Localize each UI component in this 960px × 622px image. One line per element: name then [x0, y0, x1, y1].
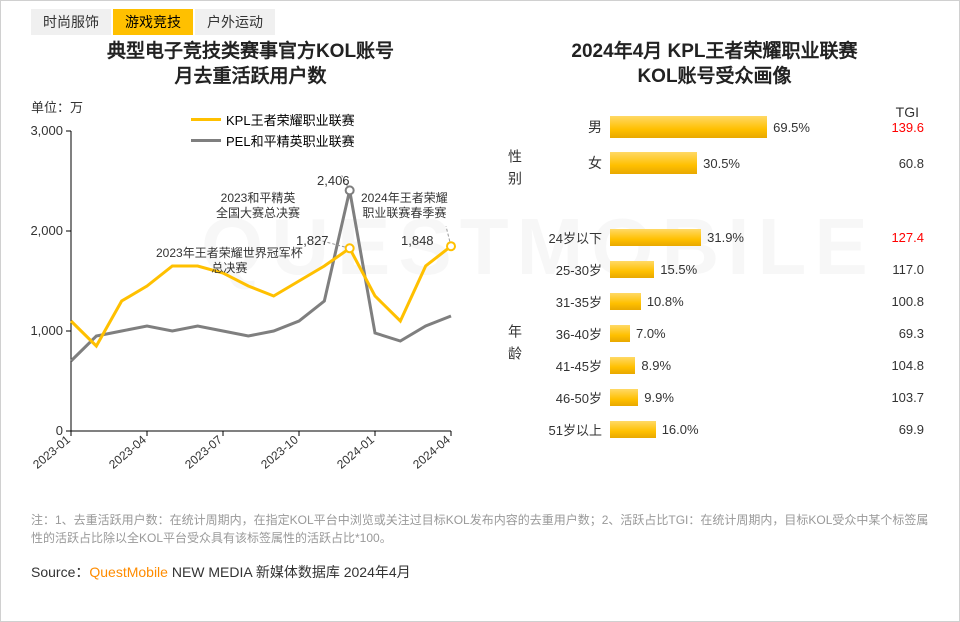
bar-tgi: 60.8 — [869, 156, 924, 171]
bar-outer: 9.9% — [610, 389, 810, 406]
bar — [610, 357, 635, 374]
bar-tgi: 117.0 — [869, 262, 924, 277]
svg-text:2023-01: 2023-01 — [30, 433, 73, 472]
bar-pct: 16.0% — [662, 422, 699, 437]
bar-label: 31-35岁 — [535, 292, 610, 311]
source-brand: QuestMobile — [89, 564, 168, 580]
bar — [610, 293, 641, 310]
svg-text:2024-04: 2024-04 — [410, 433, 453, 472]
bar-label: 女 — [535, 153, 610, 173]
tgi-header: TGI — [896, 104, 919, 120]
svg-text:2,000: 2,000 — [30, 223, 63, 238]
bar-tgi: 103.7 — [869, 390, 924, 405]
bar-chart: TGI 性别男69.5%139.6女30.5%60.8年龄24岁以下31.9%1… — [490, 109, 939, 445]
left-panel: 典型电子竞技类赛事官方KOL账号 月去重活跃用户数 单位：万 KPL王者荣耀职业… — [21, 40, 480, 501]
bar — [610, 229, 701, 246]
bar — [610, 152, 697, 174]
bar-label: 25-30岁 — [535, 260, 610, 279]
bar-row: 25-30岁 15.5% 117.0 — [490, 253, 939, 285]
svg-text:2024-01: 2024-01 — [334, 433, 377, 472]
right-title-line1: 2024年4月 KPL王者荣耀职业联赛 — [571, 41, 857, 62]
bar-outer: 30.5% — [610, 152, 810, 174]
bar-pct: 30.5% — [703, 156, 740, 171]
bar-row: 男 69.5% 139.6 — [490, 109, 939, 145]
bar-outer: 10.8% — [610, 293, 810, 310]
bar-row: 24岁以下 31.9% 127.4 — [490, 221, 939, 253]
bar-row: 31-35岁 10.8% 100.8 — [490, 285, 939, 317]
bar-pct: 9.9% — [644, 390, 674, 405]
line-chart-svg: 01,0002,0003,0002023-012023-042023-07202… — [21, 121, 461, 501]
bar-tgi: 100.8 — [869, 294, 924, 309]
bar-outer: 16.0% — [610, 421, 810, 438]
source: Source：QuestMobile NEW MEDIA 新媒体数据库 2024… — [31, 562, 929, 582]
bar-tgi: 104.8 — [869, 358, 924, 373]
source-prefix: Source： — [31, 564, 89, 580]
left-title-line1: 典型电子竞技类赛事官方KOL账号 — [107, 41, 394, 62]
chart-annotation: 2023年王者荣耀世界冠军杯总决赛 — [156, 246, 303, 275]
bar-tgi: 69.3 — [869, 326, 924, 341]
left-title: 典型电子竞技类赛事官方KOL账号 月去重活跃用户数 — [21, 40, 480, 89]
bar-pct: 15.5% — [660, 262, 697, 277]
bar — [610, 421, 656, 438]
bar — [610, 325, 630, 342]
bar-row: 41-45岁 8.9% 104.8 — [490, 349, 939, 381]
bar-row: 46-50岁 9.9% 103.7 — [490, 381, 939, 413]
bar-label: 41-45岁 — [535, 356, 610, 375]
bar-tgi: 127.4 — [869, 230, 924, 245]
content: 典型电子竞技类赛事官方KOL账号 月去重活跃用户数 单位：万 KPL王者荣耀职业… — [1, 35, 959, 501]
bar-outer: 8.9% — [610, 357, 810, 374]
tab-bar: 时尚服饰游戏竞技户外运动 — [1, 1, 959, 35]
bar — [610, 261, 654, 278]
bar-row: 女 30.5% 60.8 — [490, 145, 939, 181]
tab[interactable]: 时尚服饰 — [31, 9, 111, 35]
group-label: 年龄 — [505, 324, 525, 368]
bar-outer: 7.0% — [610, 325, 810, 342]
bar-label: 男 — [535, 117, 610, 137]
svg-text:3,000: 3,000 — [30, 123, 63, 138]
bar-label: 51岁以上 — [535, 420, 610, 439]
tab[interactable]: 游戏竞技 — [113, 9, 193, 35]
group-label: 性别 — [505, 149, 525, 193]
right-title: 2024年4月 KPL王者荣耀职业联赛 KOL账号受众画像 — [490, 40, 939, 89]
svg-text:2023-04: 2023-04 — [106, 433, 149, 472]
svg-text:2023-10: 2023-10 — [258, 433, 301, 472]
bar-pct: 69.5% — [773, 120, 810, 135]
footnote: 注：1、去重活跃用户数：在统计周期内，在指定KOL平台中浏览或关注过目标KOL发… — [31, 511, 929, 547]
chart-annotation: 2023和平精英全国大赛总决赛 — [216, 191, 300, 220]
bar-pct: 31.9% — [707, 230, 744, 245]
bar-tgi: 69.9 — [869, 422, 924, 437]
line-chart: 01,0002,0003,0002023-012023-042023-07202… — [21, 121, 461, 501]
peak-label: 1,848 — [401, 233, 434, 248]
chart-annotation: 2024年王者荣耀职业联赛春季赛 — [361, 191, 448, 220]
right-panel: 2024年4月 KPL王者荣耀职业联赛 KOL账号受众画像 TGI 性别男 69.… — [480, 40, 939, 501]
bar-label: 24岁以下 — [535, 228, 610, 247]
left-title-line2: 月去重活跃用户数 — [174, 66, 326, 87]
svg-text:2023-07: 2023-07 — [182, 433, 225, 472]
bar-row: 51岁以上 16.0% 69.9 — [490, 413, 939, 445]
peak-label: 1,827 — [296, 233, 329, 248]
tab[interactable]: 户外运动 — [195, 9, 275, 35]
bar-label: 36-40岁 — [535, 324, 610, 343]
bar-pct: 7.0% — [636, 326, 666, 341]
bar-outer: 69.5% — [610, 116, 810, 138]
bar — [610, 389, 638, 406]
right-title-line2: KOL账号受众画像 — [637, 66, 791, 87]
bar-pct: 10.8% — [647, 294, 684, 309]
bar-pct: 8.9% — [641, 358, 671, 373]
bar — [610, 116, 767, 138]
peak-label: 2,406 — [317, 173, 350, 188]
bar-outer: 31.9% — [610, 229, 810, 246]
svg-text:1,000: 1,000 — [30, 323, 63, 338]
bar-outer: 15.5% — [610, 261, 810, 278]
source-suffix: NEW MEDIA 新媒体数据库 2024年4月 — [168, 564, 411, 580]
bar-tgi: 139.6 — [869, 120, 924, 135]
bar-row: 36-40岁 7.0% 69.3 — [490, 317, 939, 349]
bar-label: 46-50岁 — [535, 388, 610, 407]
